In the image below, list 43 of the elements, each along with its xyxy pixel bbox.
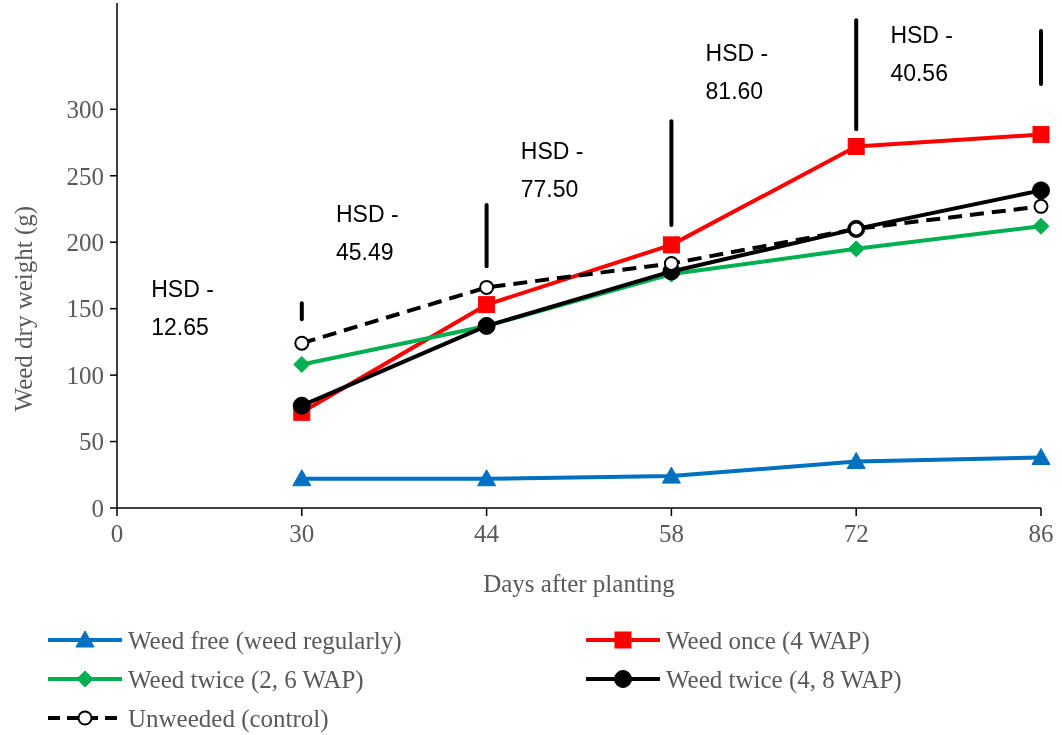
x-tick-label: 0 (110, 520, 124, 547)
point (479, 279, 495, 295)
annotation: HSD - 45.49 (335, 200, 399, 265)
point (1032, 217, 1050, 235)
point (847, 138, 865, 156)
x-tick-label: 72 (843, 520, 869, 547)
point (1033, 198, 1049, 214)
y-tick-label: 250 (66, 162, 104, 190)
point (1031, 448, 1051, 465)
y-axis-title: Weed dry weight (g) (10, 205, 38, 412)
x-axis-title: Days after planting (483, 570, 676, 597)
point (1032, 181, 1050, 200)
y-tick-label: 200 (66, 228, 104, 256)
legend-label: Unweeded (control) (128, 704, 329, 733)
x-tick-label: 58 (658, 520, 684, 547)
legend-label: Weed once (4 WAP) (666, 626, 870, 655)
point (663, 255, 679, 271)
x-tick-label: 44 (474, 520, 500, 547)
y-tick-label: 100 (66, 361, 104, 389)
annotation: HSD - 81.60 (705, 39, 769, 104)
y-tick-label: 0 (91, 494, 104, 522)
legend-label: Weed twice (2, 6 WAP) (128, 665, 364, 694)
point (292, 469, 312, 487)
point (847, 240, 865, 258)
x-tick-label: 86 (1028, 520, 1054, 547)
annotation: HSD - 77.50 (520, 138, 584, 203)
point (293, 355, 311, 373)
point (661, 466, 681, 484)
point (662, 236, 680, 254)
point (846, 451, 866, 469)
y-tick-label: 150 (66, 295, 104, 323)
point (1032, 126, 1050, 144)
y-tick-label: 300 (66, 96, 104, 124)
point (292, 396, 311, 415)
point (294, 335, 310, 351)
legend-label: Weed twice (4, 8 WAP) (666, 665, 902, 694)
point (477, 469, 497, 487)
annotation: HSD - 12.65 (151, 276, 214, 341)
annotation: HSD - 40.56 (890, 22, 954, 87)
y-tick-label: 50 (79, 428, 104, 456)
point (478, 296, 496, 314)
x-tick-label: 30 (289, 520, 315, 547)
legend-label: Weed free (weed regularly) (128, 626, 402, 655)
